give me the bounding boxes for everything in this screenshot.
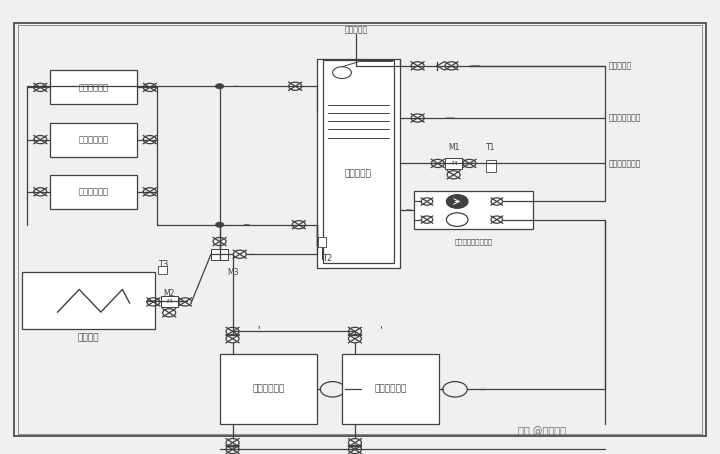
Text: 热泵热水机组: 热泵热水机组 — [374, 385, 407, 394]
Bar — [50, 175, 137, 209]
Bar — [158, 266, 167, 274]
Text: M1: M1 — [448, 143, 459, 152]
Bar — [50, 123, 137, 157]
Text: 生活热水回水管: 生活热水回水管 — [608, 159, 641, 168]
Text: 冷水给水管: 冷水给水管 — [608, 61, 631, 70]
Text: 头条 @暖通南社: 头条 @暖通南社 — [518, 426, 567, 436]
Text: 太阳能集热管: 太阳能集热管 — [78, 188, 109, 196]
Text: T1: T1 — [486, 143, 496, 152]
Text: M: M — [166, 299, 172, 305]
Bar — [161, 296, 178, 307]
Text: 生活热水供水管: 生活热水供水管 — [608, 114, 641, 123]
Text: M: M — [451, 161, 456, 166]
Bar — [445, 158, 462, 169]
Text: 太阳能集热管: 太阳能集热管 — [78, 135, 109, 144]
Text: 生活热水一次循环泵: 生活热水一次循环泵 — [454, 239, 492, 245]
Bar — [50, 70, 137, 104]
Bar — [220, 354, 317, 424]
Bar — [486, 160, 496, 172]
Text: 电加热器: 电加热器 — [78, 334, 99, 343]
Text: T2: T2 — [322, 254, 332, 263]
Bar — [342, 354, 439, 424]
Text: 热泵热水机组: 热泵热水机组 — [252, 385, 284, 394]
Bar — [22, 272, 155, 329]
Circle shape — [446, 195, 468, 208]
Text: 生活热水筒: 生活热水筒 — [345, 169, 372, 178]
Text: M2: M2 — [163, 289, 175, 298]
Bar — [211, 249, 228, 260]
Text: M3: M3 — [227, 268, 238, 277]
Bar — [318, 237, 326, 247]
Text: T3: T3 — [158, 260, 168, 269]
Text: 太阳能集热管: 太阳能集热管 — [78, 83, 109, 92]
Bar — [414, 191, 533, 229]
Bar — [323, 60, 394, 263]
Circle shape — [215, 84, 224, 89]
Bar — [317, 59, 400, 268]
Text: 冷水给水管: 冷水给水管 — [345, 25, 368, 34]
Circle shape — [215, 222, 224, 227]
